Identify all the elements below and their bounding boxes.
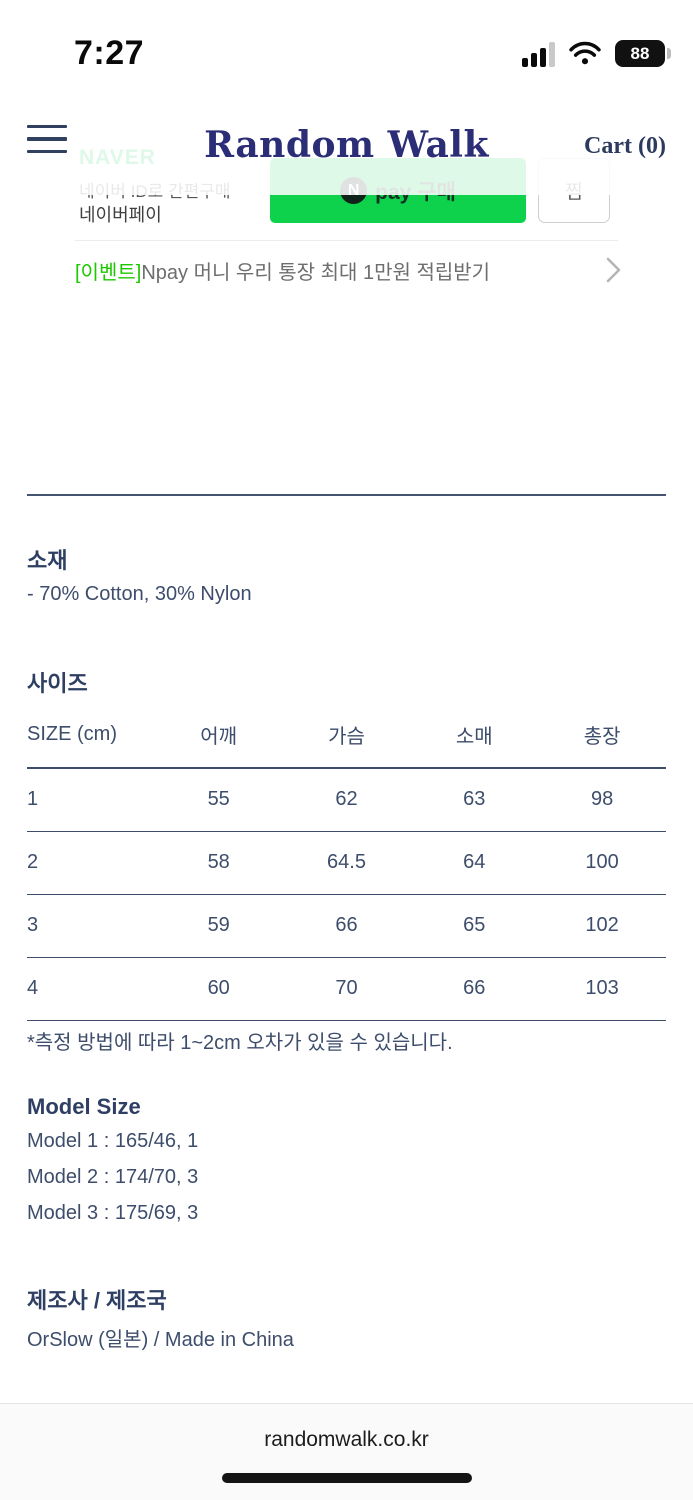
home-indicator[interactable] — [221, 1473, 472, 1483]
browser-bottom-bar: randomwalk.co.kr — [0, 1403, 693, 1500]
clock: 7:27 — [74, 34, 145, 72]
cell: 63 — [410, 768, 539, 832]
list-item: Model 3 : 175/69, 3 — [27, 1202, 199, 1224]
cell: 64.5 — [282, 831, 411, 895]
event-tag: [이벤트] — [75, 261, 142, 284]
status-bar: 7:27 88 — [0, 0, 693, 100]
col-shoulder: 어깨 — [154, 710, 283, 769]
list-item: Model 1 : 165/46, 1 — [27, 1130, 199, 1152]
material-value: - 70% Cotton, 30% Nylon — [27, 583, 252, 605]
cell: 58 — [154, 831, 283, 895]
table-row: 2 58 64.5 64 100 — [27, 831, 666, 895]
cell: 65 — [410, 894, 539, 958]
cell: 62 — [282, 768, 411, 832]
cell: 60 — [154, 957, 283, 1021]
cell: 4 — [27, 957, 155, 1021]
cell: 102 — [538, 894, 666, 958]
model-size-heading: Model Size — [27, 1094, 141, 1119]
naver-pay-label: 네이버페이 — [79, 205, 162, 225]
divider — [75, 240, 618, 241]
size-table-header-row: SIZE (cm) 어깨 가슴 소매 총장 — [27, 710, 666, 769]
site-header: Random Walk Cart (0) — [0, 100, 693, 195]
menu-icon[interactable] — [27, 125, 67, 153]
event-text: Npay 머니 우리 통장 최대 1만원 적립받기 — [141, 261, 491, 284]
col-sleeve: 소매 — [410, 710, 539, 769]
cell: 103 — [538, 957, 666, 1021]
table-row: 3 59 66 65 102 — [27, 894, 666, 958]
event-banner[interactable]: [이벤트] Npay 머니 우리 통장 최대 1만원 적립받기 — [75, 253, 623, 287]
list-item: Model 2 : 174/70, 3 — [27, 1166, 199, 1188]
cell: 55 — [154, 768, 283, 832]
status-icons: 88 — [522, 40, 671, 67]
manufacturer-value: OrSlow (일본) / Made in China — [27, 1329, 294, 1351]
col-size: SIZE (cm) — [27, 710, 155, 769]
col-chest: 가슴 — [282, 710, 411, 769]
cell: 66 — [282, 894, 411, 958]
section-divider — [27, 494, 666, 496]
cell: 66 — [410, 957, 539, 1021]
size-table: SIZE (cm) 어깨 가슴 소매 총장 1 55 62 63 98 2 58 — [27, 710, 666, 1021]
cell: 70 — [282, 957, 411, 1021]
address-bar[interactable]: randomwalk.co.kr — [264, 1428, 429, 1451]
cart-button[interactable]: Cart (0) — [584, 133, 666, 159]
site-logo[interactable]: Random Walk — [204, 124, 489, 166]
cell: 100 — [538, 831, 666, 895]
cell: 59 — [154, 894, 283, 958]
cell: 3 — [27, 894, 155, 958]
cell: 98 — [538, 768, 666, 832]
chevron-right-icon — [606, 257, 621, 283]
size-heading: 사이즈 — [27, 671, 88, 696]
material-heading: 소재 — [27, 548, 68, 573]
size-note: *측정 방법에 따라 1~2cm 오차가 있을 수 있습니다. — [27, 1032, 453, 1054]
cell: 64 — [410, 831, 539, 895]
table-row: 4 60 70 66 103 — [27, 957, 666, 1021]
col-length: 총장 — [538, 710, 666, 769]
battery-icon: 88 — [615, 40, 671, 67]
model-size-list: Model 1 : 165/46, 1 Model 2 : 174/70, 3 … — [27, 1130, 198, 1238]
cell: 2 — [27, 831, 155, 895]
wifi-icon — [569, 41, 601, 65]
manufacturer-heading: 제조사 / 제조국 — [27, 1288, 167, 1313]
table-row: 1 55 62 63 98 — [27, 768, 666, 832]
cell: 1 — [27, 768, 155, 832]
cellular-signal-icon — [522, 41, 555, 67]
